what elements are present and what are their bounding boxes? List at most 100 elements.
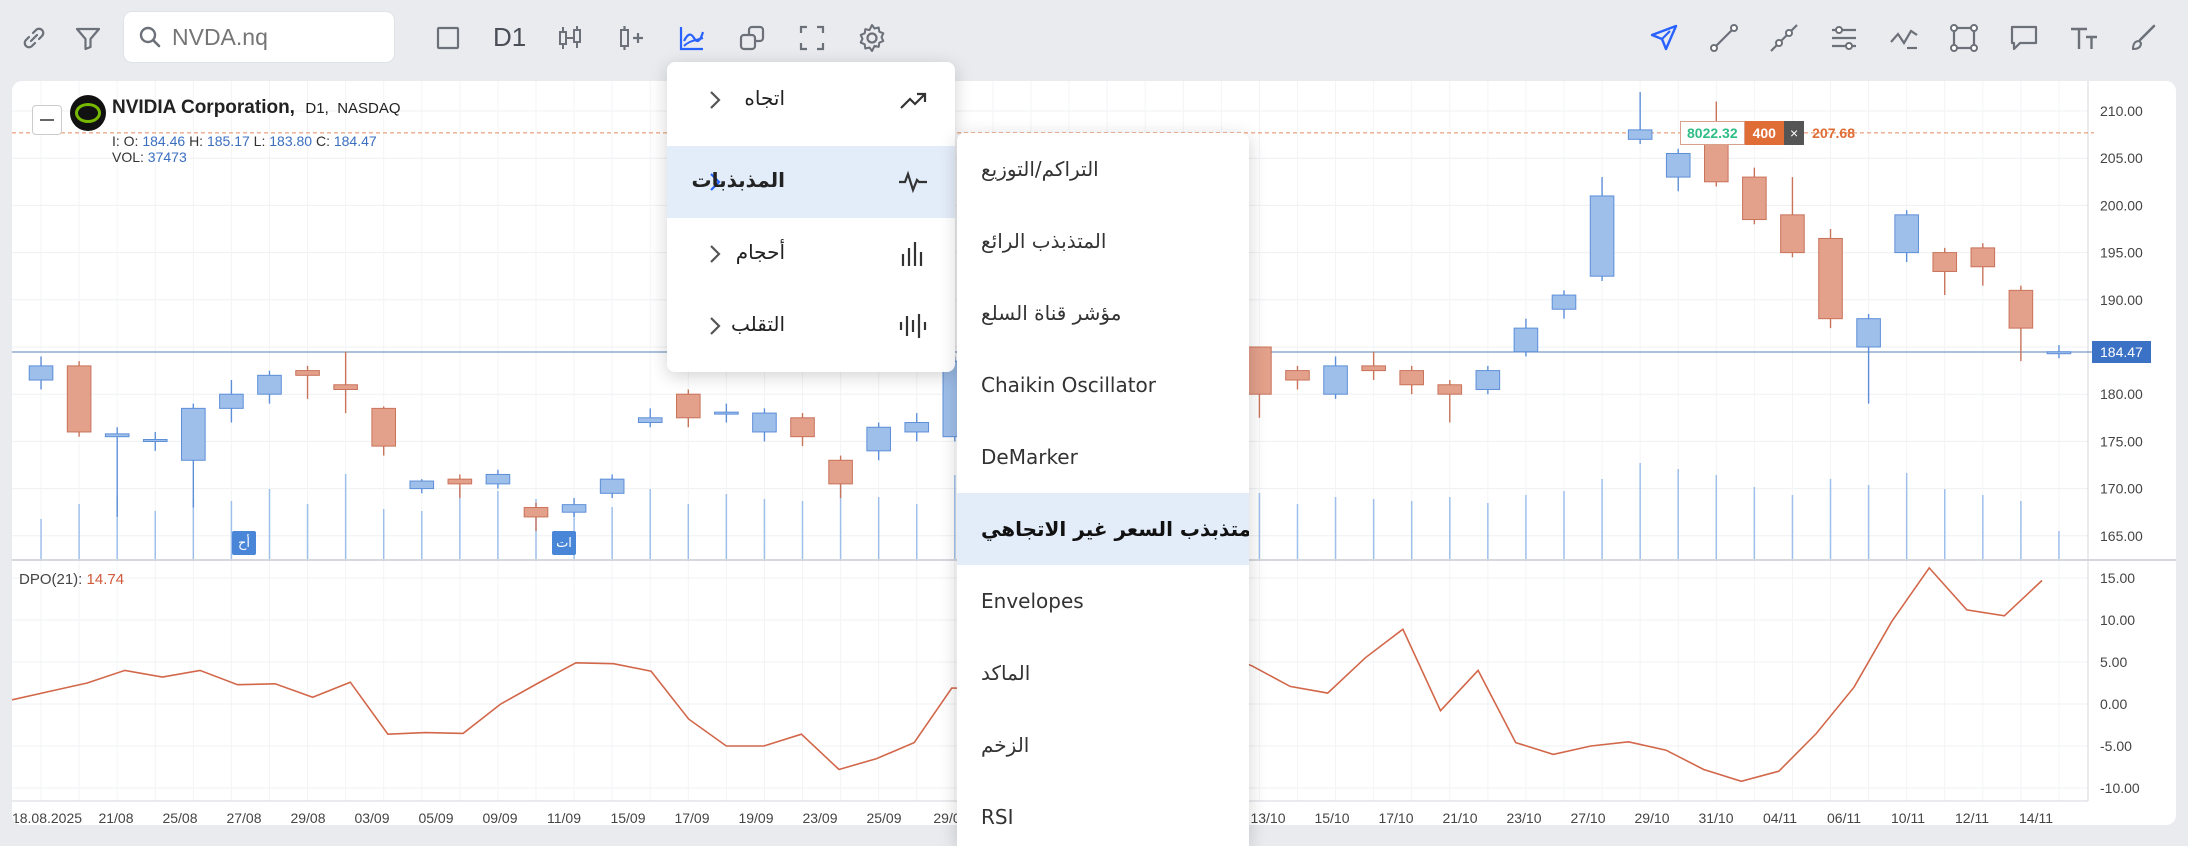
candle-body [790,417,815,438]
candle-body [1323,365,1348,395]
candle-body [1780,214,1805,254]
date-axis-label: 25/09 [866,810,901,825]
event-marker[interactable]: أح [232,531,256,555]
date-axis-label: 09/09 [482,810,517,825]
date-axis-label: 17/09 [674,810,709,825]
price-chart[interactable]: 210.00205.00200.00195.00190.00185.00180.… [12,81,2176,825]
candle-body [1970,247,1996,268]
dpo-indicator-label: DPO(21): 14.74 [19,571,124,588]
menu-item-trend[interactable]: اتجاه [667,64,955,136]
timeframe-button[interactable]: D1 [493,22,527,52]
menu-item-label: التقلب [730,312,785,336]
order-line-label[interactable]: 8022.32 400 × 207.68 [1680,121,1863,145]
menu-item-label: أحجام [735,240,785,264]
submenu-item-label: Envelopes [981,589,1084,613]
candle-body [752,412,777,433]
dpo-axis-label: -5.00 [2100,738,2132,754]
menu-item-label: اتجاه [744,86,785,110]
date-axis-label: 31/10 [1698,810,1733,825]
submenu-item[interactable]: التراكم/التوزيع [957,133,1249,205]
date-axis-label: 04/11 [1763,810,1797,825]
candle-body [561,504,587,513]
high-label: H: [189,133,204,149]
submenu-item-dpo[interactable]: متذبذب السعر غير الاتجاهي [957,493,1249,565]
symbol-search[interactable] [124,12,394,62]
price-axis-label: 205.00 [2100,150,2143,166]
line-icon[interactable] [1702,16,1746,60]
close-label: C: [315,133,330,149]
submenu-item[interactable]: Chaikin Oscillator [957,349,1249,421]
date-axis-label: 25/08 [162,810,197,825]
order-count[interactable]: 400 [1744,121,1784,145]
high-value: 185.17 [206,133,250,149]
submenu-item[interactable]: DeMarker [957,421,1249,493]
date-axis-label: 03/09 [354,810,389,825]
candle-body [409,480,435,490]
callout-icon[interactable] [2002,16,2046,60]
candle-body [1437,384,1463,395]
candle-body [219,393,244,409]
chevron-right-icon [710,245,721,263]
cursor-icon[interactable] [1642,16,1686,60]
candle-body [28,365,54,381]
candle-body [904,422,930,433]
submenu-item-label: التراكم/التوزيع [981,157,1099,181]
submenu-item[interactable]: RSI [957,781,1249,846]
collapse-legend-button[interactable] [32,105,62,135]
link-icon[interactable] [12,16,56,60]
candle-body [599,478,625,494]
date-axis-label: 23/09 [802,810,837,825]
menu-item-oscillators[interactable]: المذبذبات [667,146,955,218]
close-order-button[interactable]: × [1783,121,1805,145]
square-icon[interactable] [426,16,470,60]
search-icon [139,26,161,48]
date-axis-label: 05/09 [418,810,453,825]
dpo-axis-label: -10.00 [2100,780,2140,796]
submenu-item-label: Chaikin Oscillator [981,373,1157,397]
candle-body [866,426,891,452]
rectangle-icon[interactable] [1942,16,1986,60]
candlestick-icon[interactable] [548,16,592,60]
duplicate-icon[interactable] [730,16,774,60]
submenu-item-label: المتذبذب الرائع [981,229,1107,253]
submenu-item[interactable]: المتذبذب الرائع [957,205,1249,277]
text-icon[interactable] [2062,16,2106,60]
brush-icon[interactable] [2122,16,2166,60]
submenu-item-label: مؤشر قناة السلع [981,301,1122,325]
order-price: 207.68 [1812,125,1855,141]
dpo-value: 14.74 [86,571,125,588]
order-quantity[interactable]: 8022.32 [1680,121,1745,145]
add-indicator-icon[interactable] [610,16,654,60]
event-marker[interactable]: ات [552,531,576,555]
fullscreen-icon[interactable] [790,16,834,60]
date-axis-label: 29/10 [1634,810,1669,825]
candle-body [2008,289,2034,329]
oscillator-submenu: التراكم/التوزيع المتذبذب الرائع مؤشر قنا… [957,133,1249,846]
submenu-item[interactable]: الماكد [957,637,1249,709]
candle-body [1627,129,1653,140]
fibonacci-icon[interactable] [1882,16,1926,60]
dpo-axis-label: 0.00 [2100,696,2127,712]
submenu-item[interactable]: الزخم [957,709,1249,781]
submenu-item[interactable]: مؤشر قناة السلع [957,277,1249,349]
candle-body [675,393,701,419]
price-axis-label: 165.00 [2100,528,2143,544]
date-axis-label: 21/08 [98,810,133,825]
candle-body [1361,365,1386,372]
menu-item-volumes[interactable]: أحجام [667,218,955,290]
search-input[interactable] [170,22,374,52]
filter-icon[interactable] [66,16,110,60]
price-axis-label: 200.00 [2100,197,2143,213]
ray-icon[interactable] [1762,16,1806,60]
submenu-item[interactable]: Envelopes [957,565,1249,637]
menu-item-volatility[interactable]: التقلب [667,290,955,362]
channel-icon[interactable] [1822,16,1866,60]
settings-icon[interactable] [850,16,894,60]
candle-body [1818,237,1843,320]
candle-body [523,506,549,518]
candle-body [142,439,168,443]
submenu-item-label: DeMarker [981,445,1078,469]
chevron-right-icon [710,317,721,335]
dpo-axis-label: 10.00 [2100,612,2135,628]
indicators-icon[interactable] [670,16,714,60]
